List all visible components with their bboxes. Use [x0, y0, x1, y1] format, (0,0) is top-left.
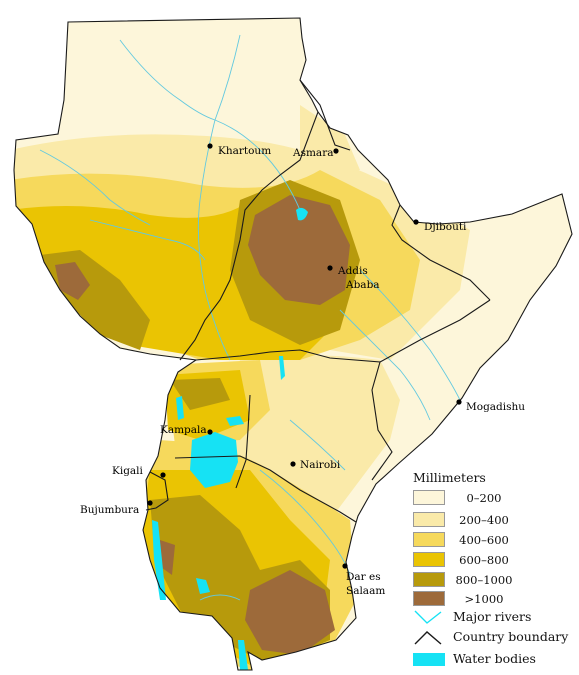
city-label-kigali: Kigali: [112, 465, 144, 477]
lake-kyoga: [226, 416, 244, 426]
boundary-line-icon: [414, 631, 442, 645]
djibouti-dot: [413, 219, 419, 225]
city-label-salaam: Salaam: [346, 585, 385, 597]
city-label-ababa: Ababa: [345, 279, 380, 291]
legend-swatch-800-1000: [413, 572, 445, 587]
legend-swatch-0-200: [413, 490, 445, 505]
legend-swatch-600-800: [413, 552, 445, 567]
zone-over-1000: [248, 195, 350, 305]
legend-swatch-400-600: [413, 532, 445, 547]
river: [289, 419, 346, 471]
boundary: [299, 79, 351, 151]
zone-800-1000: [170, 378, 230, 410]
river: [197, 34, 241, 361]
water-body-icon: [413, 653, 445, 666]
city-label-asmara: Asmara: [292, 147, 333, 159]
river: [39, 149, 151, 226]
boundary: [179, 111, 319, 361]
legend-title: Millimeters: [413, 470, 486, 485]
city-label-khartoum: Khartoum: [218, 145, 271, 157]
legend-label-major-rivers: Major rivers: [453, 609, 532, 624]
legend-label-400-600: 400–600: [459, 533, 509, 547]
legend-label-water-bodies: Water bodies: [453, 651, 536, 666]
legend-label-country-boundary: Country boundary: [453, 629, 569, 644]
city-labels: Khartoum Asmara Djibouti Addis Ababa Mog…: [80, 145, 525, 597]
bujumbura-dot: [147, 500, 153, 506]
river: [339, 309, 431, 421]
city-label-dar: Dar es: [346, 571, 381, 583]
boundary: [379, 299, 491, 363]
map-legend: Millimeters 0–200 200–400 400–600 600–80…: [405, 468, 577, 673]
river: [359, 269, 461, 401]
lake-turkana: [279, 356, 285, 380]
city-label-bujumbura: Bujumbura: [80, 504, 139, 516]
river: [214, 119, 301, 211]
legend-swatch-over-1000: [413, 591, 445, 606]
dar-es-salaam-dot: [342, 563, 348, 569]
lake-victoria: [190, 432, 238, 488]
zone-over-1000: [55, 262, 90, 300]
legend-swatch-200-400: [413, 512, 445, 527]
khartoum-dot: [207, 143, 213, 149]
river: [89, 219, 206, 261]
boundary: [195, 349, 393, 481]
river: [119, 39, 216, 121]
boundary: [174, 455, 357, 523]
city-label-addis: Addis: [337, 265, 368, 277]
legend-label-over-1000: >1000: [464, 592, 504, 606]
city-label-mogadishu: Mogadishu: [466, 401, 525, 413]
boundary: [235, 394, 251, 489]
legend-label-200-400: 200–400: [459, 513, 509, 527]
major-rivers: [39, 34, 461, 601]
lake-tanganyika: [152, 520, 166, 600]
lake-tana: [296, 207, 308, 221]
kigali-dot: [160, 472, 166, 478]
asmara-dot: [333, 148, 339, 154]
city-markers: [147, 143, 462, 569]
lake-rukwa: [196, 578, 210, 594]
nairobi-dot: [290, 461, 296, 467]
lake-malawi: [238, 640, 248, 670]
lake-albert: [176, 396, 184, 420]
zone-over-1000: [245, 570, 335, 655]
water-bodies: [152, 207, 308, 670]
kampala-dot: [207, 429, 213, 435]
city-label-nairobi: Nairobi: [300, 459, 341, 471]
legend-label-0-200: 0–200: [466, 491, 502, 505]
boundary: [391, 204, 491, 301]
legend-label-600-800: 600–800: [459, 553, 509, 567]
addis-ababa-dot: [327, 265, 333, 271]
mogadishu-dot: [456, 399, 462, 405]
boundary: [145, 471, 169, 511]
river-line-icon: [414, 610, 442, 624]
river: [199, 594, 241, 601]
city-label-kampala: Kampala: [160, 424, 207, 436]
country-boundaries: [13, 17, 573, 671]
city-label-djibouti: Djibouti: [424, 221, 467, 233]
legend-label-800-1000: 800–1000: [455, 573, 513, 587]
zone-200-400: [300, 105, 360, 175]
